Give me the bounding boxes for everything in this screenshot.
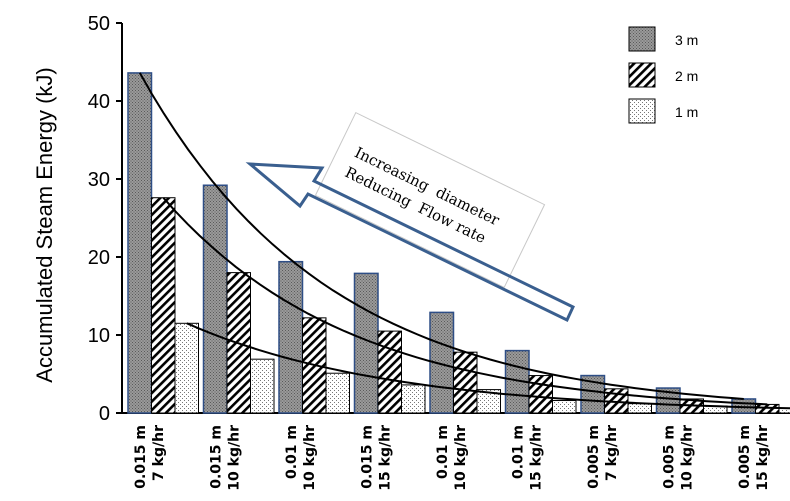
bar-1m-6 <box>627 403 652 414</box>
y-tick-label: 10 <box>88 325 110 347</box>
bar-1m-1 <box>250 358 275 414</box>
annotation-arrow-icon <box>245 162 575 323</box>
legend-swatch-3m <box>628 26 656 52</box>
x-tick-label-diameter: 0.005 m <box>662 425 678 489</box>
y-tick-label: 40 <box>88 91 110 113</box>
bar-2m-3 <box>377 330 402 414</box>
trendline-2m <box>162 197 768 406</box>
bar-1m-3 <box>401 384 426 414</box>
x-tick-label-flowrate: 15 kg/hr <box>378 425 394 491</box>
bar-2m-5 <box>528 375 553 414</box>
x-tick-label-diameter: 0.015 m <box>133 425 149 489</box>
annotation: Increasing diameter Reducing Flow rate <box>245 111 575 323</box>
x-tick-label-flowrate: 10 kg/hr <box>227 425 243 491</box>
legend-swatch-2m <box>628 62 656 88</box>
bar-1m-8 <box>778 407 790 414</box>
bar-2m-4 <box>453 351 478 414</box>
bar-3m-0 <box>127 72 153 414</box>
y-axis-label: Accumulated Steam Energy (kJ) <box>32 67 57 382</box>
bar-3m-2 <box>278 260 304 414</box>
annotation-box <box>314 111 546 289</box>
y-tick-label: 30 <box>88 169 110 191</box>
bar-3m-1 <box>202 184 228 414</box>
x-tick-label-diameter: 0.015 m <box>209 425 225 489</box>
x-tick-label-diameter: 0.015 m <box>360 425 376 489</box>
bar-1m-5 <box>552 400 577 414</box>
x-tick-label-diameter: 0.01 m <box>284 425 300 479</box>
x-tick-label-diameter: 0.005 m <box>737 425 753 489</box>
y-tick-label: 0 <box>99 403 110 425</box>
x-tick-label-flowrate: 10 kg/hr <box>680 425 696 491</box>
x-tick-label-flowrate: 7 kg/hr <box>604 425 620 481</box>
x-tick-label-flowrate: 15 kg/hr <box>529 425 545 491</box>
legend-label-3m: 3 m <box>675 32 698 48</box>
y-tick-label: 50 <box>88 13 110 35</box>
bar-2m-0 <box>151 197 176 414</box>
bar-1m-2 <box>325 372 350 414</box>
x-tick-label-diameter: 0.01 m <box>435 425 451 479</box>
legend-label-2m: 2 m <box>675 68 698 84</box>
x-tick-label-flowrate: 10 kg/hr <box>453 425 469 491</box>
bar-1m-0 <box>174 322 199 414</box>
legend-label-1m: 1 m <box>675 104 698 120</box>
x-tick-label-flowrate: 7 kg/hr <box>151 425 167 481</box>
bar-1m-4 <box>476 389 501 414</box>
x-tick-label-diameter: 0.005 m <box>586 425 602 489</box>
y-tick-label: 20 <box>88 247 110 269</box>
trendline-1m <box>186 322 790 410</box>
legend-swatch-1m <box>628 98 656 124</box>
x-tick-label-flowrate: 15 kg/hr <box>755 425 771 491</box>
x-tick-label-diameter: 0.01 m <box>511 425 527 479</box>
trendline-3m <box>138 72 744 400</box>
x-tick-label-flowrate: 10 kg/hr <box>302 425 318 491</box>
legend: 3 m 2 m 1 m <box>628 26 698 124</box>
